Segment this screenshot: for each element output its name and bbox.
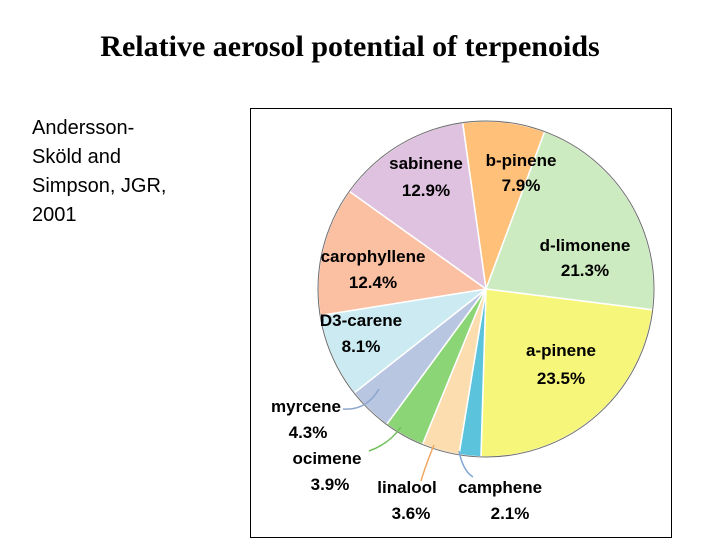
slice-name-label: b-pinene — [486, 151, 557, 170]
slice-name-label: ocimene — [293, 449, 362, 468]
slice-name-label: d-limonene — [540, 236, 631, 255]
slice-value-label: 3.6% — [392, 504, 431, 523]
slice-value-label: 4.3% — [289, 423, 328, 442]
citation-line: Sköld and — [32, 146, 121, 168]
slice-name-label: sabinene — [389, 154, 463, 173]
slice-name-label: linalool — [377, 478, 437, 497]
slice-name-label: myrcene — [271, 397, 341, 416]
leader-line-linalool — [420, 444, 435, 482]
slice-value-label: 21.3% — [561, 261, 609, 280]
leader-line-myrcene — [342, 388, 380, 410]
slice-name-label: carophyllene — [321, 247, 426, 266]
slice-value-label: 8.1% — [342, 337, 381, 356]
slice-value-label: 7.9% — [502, 176, 541, 195]
pie-outline — [317, 120, 655, 458]
slice-value-label: 3.9% — [311, 475, 350, 494]
slice-name-label: camphene — [458, 478, 542, 497]
citation-line: Simpson, JGR, — [32, 175, 167, 197]
pie-chart: b-pinene 7.9% d-limonene 21.3% a-pinene 23.5%… — [271, 120, 655, 523]
slice-name-label: D3-carene — [320, 311, 402, 330]
slice-value-label: 2.1% — [491, 504, 530, 523]
slice-value-label: 12.4% — [349, 273, 397, 292]
leader-line-ocimene — [368, 426, 402, 452]
slice-name-label: a-pinene — [526, 341, 596, 360]
leader-line-camphene — [458, 450, 474, 478]
slice-value-label: 12.9% — [402, 181, 450, 200]
citation-line: Andersson- — [32, 117, 135, 139]
pie-chart-frame: b-pinene 7.9% d-limonene 21.3% a-pinene 23.5%… — [250, 108, 672, 538]
citation-text: Andersson- Sköld and Simpson, JGR, 2001 — [32, 114, 192, 230]
citation-line: 2001 — [32, 204, 77, 226]
chart-title: Relative aerosol potential of terpenoids — [100, 30, 600, 63]
slice-value-label: 23.5% — [537, 369, 585, 388]
